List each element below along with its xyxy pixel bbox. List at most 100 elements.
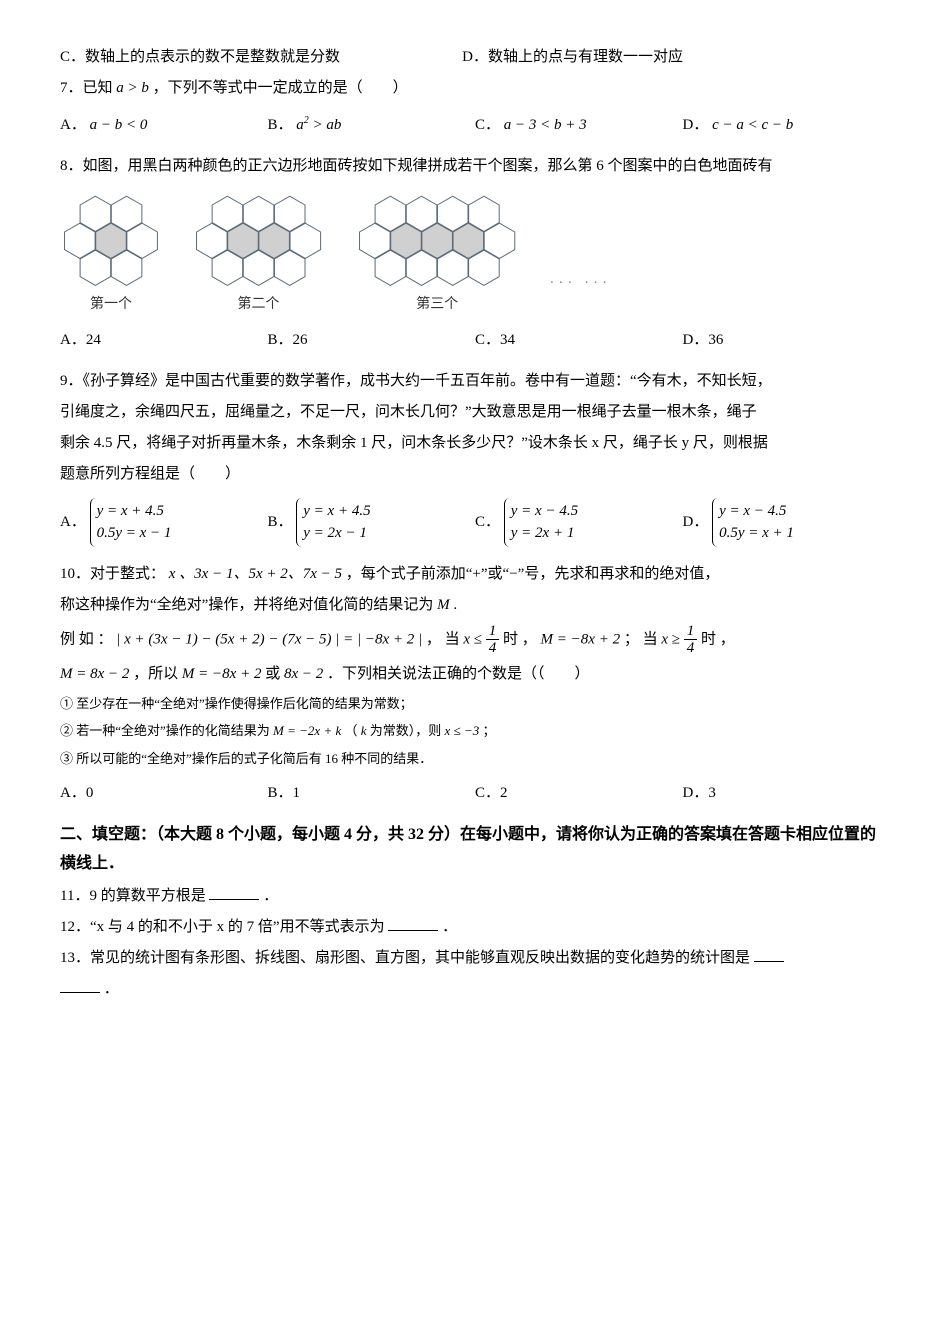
q7-A-label: A．: [60, 117, 86, 133]
q12-b: ．: [442, 919, 457, 935]
q10-cond1-frac: 14: [486, 623, 500, 657]
q8-stem: 8．如图，用黑白两种颜色的正六边形地面砖按如下规律拼成若干个图案，那么第 6 个…: [60, 153, 890, 180]
q10-l2: 称这种操作为“全绝对”操作，并将绝对值化简的结果记为 M .: [60, 592, 890, 619]
q10-optA: A．0: [60, 780, 268, 807]
q10-l2c: .: [453, 597, 457, 613]
q7-D-expr: c − a < c − b: [712, 117, 793, 133]
q10-s3: ③ 所以可能的“全绝对”操作后的式子化简后有 16 种不同的结果．: [60, 747, 890, 770]
q10-cond2-lhs: x ≥: [661, 631, 683, 647]
q10-l2a: 称这种操作为“全绝对”操作，并将绝对值化简的结果记为: [60, 597, 433, 613]
q10-exa: 例 如 ：: [60, 631, 113, 647]
q10-s2d: k: [361, 723, 367, 738]
q9-l4: 题意所列方程组是（ ）: [60, 461, 890, 488]
q10-cond1-lhs: x ≤: [463, 631, 485, 647]
hex-pattern-1: [60, 194, 162, 288]
q8-fig2: 第二个: [192, 194, 325, 317]
q8-fig3: 第三个: [355, 194, 519, 317]
q9-C-system: y = x − 4.5 y = 2x + 1: [504, 498, 578, 547]
q10-s2g: ；: [482, 723, 495, 738]
q9-A-r1: y = x + 4.5: [97, 500, 172, 523]
q10-cond2-den: 4: [684, 640, 698, 657]
q7-C-label: C．: [475, 117, 500, 133]
q9-optA: A． y = x + 4.5 0.5y = x − 1: [60, 498, 268, 547]
q9-l3: 剩余 4.5 尺，将绳子对折再量木条，木条剩余 1 尺，问木条长多少尺？”设木条…: [60, 430, 890, 457]
q9-D-r2: 0.5y = x + 1: [719, 522, 794, 545]
q8-cap1: 第一个: [60, 292, 162, 317]
q8-cap3: 第三个: [355, 292, 519, 317]
q10-s2: ② 若一种“全绝对”操作的化简结果为 M = −2x + k （ k 为常数），…: [60, 719, 890, 742]
q10-cond2-frac: 14: [684, 623, 698, 657]
q10-cond2-num: 1: [684, 623, 698, 641]
q10-l3d: 或: [265, 666, 280, 682]
hex-pattern-3: [355, 194, 519, 288]
q7-B-label: B．: [268, 117, 293, 133]
q8-figures: 第一个 第二个 第三个 ··· ···: [60, 194, 890, 317]
q10-s2a: ② 若一种“全绝对”操作的化简结果为: [60, 723, 270, 738]
q9-optC: C． y = x − 4.5 y = 2x + 1: [475, 498, 683, 547]
q11: 11．9 的算数平方根是 ．: [60, 883, 890, 910]
q10-m1: M = −8x + 2: [541, 631, 621, 647]
q9-C-r1: y = x − 4.5: [511, 500, 578, 523]
q9-l1: 9．《孙子算经》是中国古代重要的数学著作，成书大约一千五百年前。卷中有一道题：“…: [60, 368, 890, 395]
q7-stem: 7．已知 a > b ，下列不等式中一定成立的是（ ）: [60, 75, 890, 102]
q10-exc: 时 ，: [503, 631, 537, 647]
q9-A-label: A．: [60, 514, 86, 530]
q9-D-system: y = x − 4.5 0.5y = x + 1: [712, 498, 794, 547]
q10-ex: 例 如 ： | x + (3x − 1) − (5x + 2) − (7x − …: [60, 623, 890, 657]
q10-s2c: （: [344, 723, 357, 738]
q10-l1: 10．对于整式： x 、3x − 1、5x + 2、7x − 5 ，每个式子前添…: [60, 561, 890, 588]
q10-exe: 时 ，: [701, 631, 735, 647]
q10-s2f: x ≤ −3: [445, 723, 480, 738]
q7-optA: A． a − b < 0: [60, 112, 268, 139]
q10-l3b: ，所以: [133, 666, 178, 682]
q9-optB: B． y = x + 4.5 y = 2x − 1: [268, 498, 476, 547]
q7-options: A． a − b < 0 B． a2 > ab C． a − 3 < b + 3…: [60, 112, 890, 139]
q11-b: ．: [263, 888, 278, 904]
q13-blank2: [60, 977, 100, 993]
ellipsis: ··· ···: [549, 275, 611, 291]
q9-C-label: C．: [475, 514, 500, 530]
q10-l1b: x 、3x − 1、5x + 2、7x − 5: [169, 566, 342, 582]
q10-l3f: ．下列相关说法正确的个数是（（ ）: [327, 666, 590, 682]
q9-B-label: B．: [268, 514, 293, 530]
q10-l1c: ，每个式子前添加“+”或“−”号，先求和再求和的绝对值，: [346, 566, 720, 582]
q9-D-r1: y = x − 4.5: [719, 500, 794, 523]
q9-A-system: y = x + 4.5 0.5y = x − 1: [90, 498, 172, 547]
q8-optC: C．34: [475, 327, 683, 354]
q10-exb: ， 当: [426, 631, 460, 647]
q10-cond1-num: 1: [486, 623, 500, 641]
q7-optD: D． c − a < c − b: [683, 112, 891, 139]
q12: 12．“x 与 4 的和不小于 x 的 7 倍”用不等式表示为 ．: [60, 914, 890, 941]
q7-stem-b: ，下列不等式中一定成立的是（ ）: [153, 80, 408, 96]
q13-a: 13．常见的统计图有条形图、拆线图、扇形图、直方图，其中能够直观反映出数据的变化…: [60, 950, 750, 966]
q9-B-r2: y = 2x − 1: [303, 522, 370, 545]
q8-cap2: 第二个: [192, 292, 325, 317]
q12-blank: [388, 915, 438, 931]
q10-optB: B．1: [268, 780, 476, 807]
q8-optD: D．36: [683, 327, 891, 354]
q7-A-expr: a − b < 0: [90, 117, 148, 133]
q10-l2b: M: [437, 597, 450, 613]
q6-options: C．数轴上的点表示的数不是整数就是分数 D．数轴上的点与有理数一一对应: [60, 44, 890, 71]
q8-dots: ··· ···: [549, 270, 611, 317]
q10-l3: M = 8x − 2 ，所以 M = −8x + 2 或 8x − 2 ．下列相…: [60, 661, 890, 688]
q9-D-label: D．: [683, 514, 709, 530]
q7-optB: B． a2 > ab: [268, 112, 476, 139]
q10-ex-expr: | x + (3x − 1) − (5x + 2) − (7x − 5) | =…: [116, 631, 422, 647]
q7-cond: a > b: [116, 80, 149, 96]
q10-optD: D．3: [683, 780, 891, 807]
q10-l3a: M = 8x − 2: [60, 666, 129, 682]
q10-s2e: 为常数），则: [370, 723, 442, 738]
q9-B-system: y = x + 4.5 y = 2x − 1: [296, 498, 370, 547]
q10-l3c: M = −8x + 2: [182, 666, 262, 682]
q9-C-r2: y = 2x + 1: [511, 522, 578, 545]
hex-pattern-2: [192, 194, 325, 288]
q13: 13．常见的统计图有条形图、拆线图、扇形图、直方图，其中能够直观反映出数据的变化…: [60, 945, 890, 972]
q8-options: A．24 B．26 C．34 D．36: [60, 327, 890, 354]
section2-heading: 二、填空题：（本大题 8 个小题，每小题 4 分，共 32 分）在每小题中，请将…: [60, 821, 890, 879]
q10-optC: C．2: [475, 780, 683, 807]
q7-D-label: D．: [683, 117, 709, 133]
q6-optD: D．数轴上的点与有理数一一对应: [462, 44, 683, 71]
q10-s1: ① 至少存在一种“全绝对”操作使得操作后化简的结果为常数；: [60, 692, 890, 715]
q8-fig1: 第一个: [60, 194, 162, 317]
